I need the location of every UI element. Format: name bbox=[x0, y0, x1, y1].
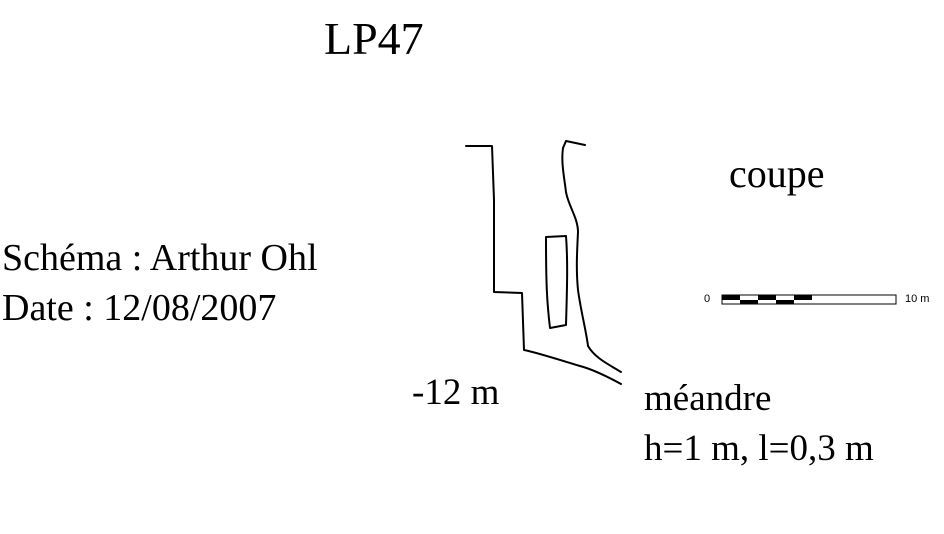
survey-title: LP47 bbox=[324, 13, 424, 64]
depth-label: -12 m bbox=[412, 372, 500, 413]
scale-bar bbox=[721, 294, 897, 305]
view-label: coupe bbox=[729, 151, 825, 196]
date-line: Date : 12/08/2007 bbox=[2, 287, 277, 329]
feature-label: méandre bbox=[644, 378, 772, 419]
feature-dimensions: h=1 m, l=0,3 m bbox=[644, 428, 874, 469]
author-line: Schéma : Arthur Ohl bbox=[2, 237, 318, 279]
scale-start-label: 0 bbox=[704, 293, 711, 305]
pillar-outline bbox=[545, 235, 569, 329]
scale-end-label: 10 m bbox=[905, 293, 930, 305]
left-wall-outline bbox=[465, 145, 622, 385]
right-wall-outline bbox=[561, 140, 622, 373]
